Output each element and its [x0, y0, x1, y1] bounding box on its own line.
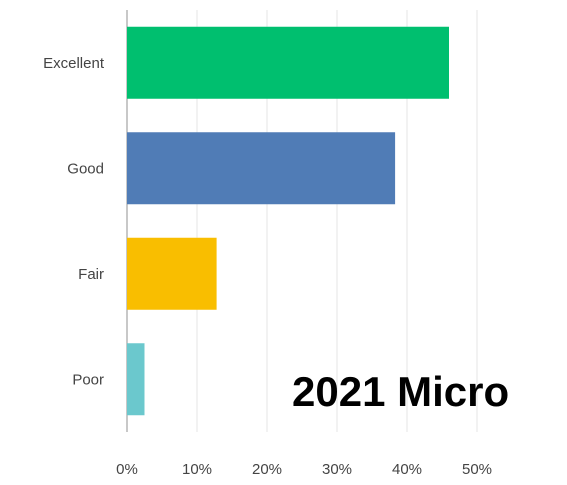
bar-good	[127, 132, 396, 205]
bar-poor	[127, 343, 145, 416]
x-tick-label: 10%	[182, 461, 212, 478]
category-label-poor: Poor	[72, 371, 104, 388]
overlay-title: 2021 Micro	[292, 368, 510, 415]
x-tick-label: 0%	[116, 461, 138, 478]
x-tick-labels: 0% 10% 20% 30% 40% 50%	[116, 461, 492, 478]
x-tick-label: 30%	[322, 461, 352, 478]
bar-fair	[127, 237, 217, 310]
category-label-fair: Fair	[78, 266, 104, 283]
x-tick-label: 20%	[252, 461, 282, 478]
x-tick-label: 50%	[462, 461, 492, 478]
category-label-good: Good	[67, 160, 104, 177]
bars	[127, 26, 449, 416]
bar-excellent	[127, 26, 449, 99]
category-label-excellent: Excellent	[43, 55, 105, 72]
x-tick-label: 40%	[392, 461, 422, 478]
category-labels: Excellent Good Fair Poor	[43, 55, 105, 389]
